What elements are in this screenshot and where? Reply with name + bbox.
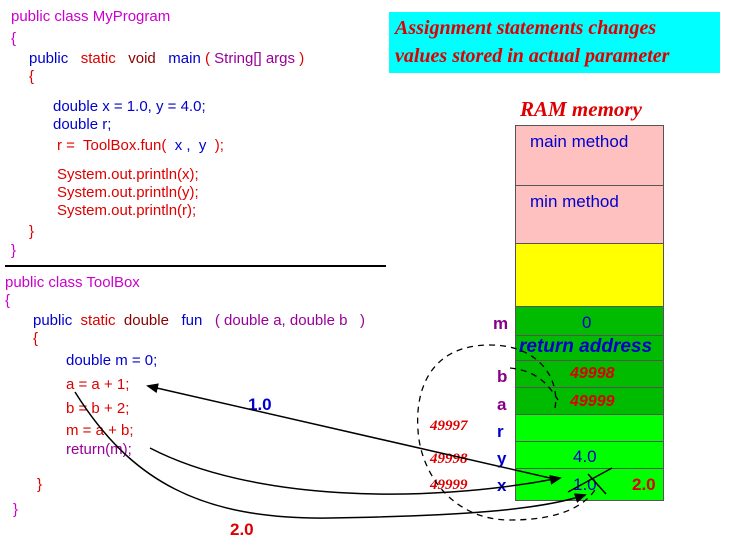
params-main: String[] args bbox=[214, 50, 296, 67]
brace: } bbox=[37, 476, 43, 493]
cell-value: 4.0 bbox=[573, 447, 597, 466]
read-arrow bbox=[146, 383, 551, 479]
ram-cell-m: 0 bbox=[515, 306, 664, 336]
ram-cell-main-method: main method bbox=[515, 125, 664, 186]
params-fun: ( double a, double b ) bbox=[214, 312, 365, 329]
keyword-double: double bbox=[123, 312, 169, 329]
ram-cell-return-address: return address bbox=[515, 335, 664, 361]
main-signature: public static void main ( String[] args … bbox=[29, 50, 304, 67]
var-label-m: m bbox=[493, 314, 509, 333]
brace: } bbox=[29, 223, 35, 240]
stmt-m: m = a + b; bbox=[66, 422, 134, 439]
class-decl-myprogram: public class MyProgram bbox=[11, 8, 171, 25]
note-banner: Assignment statements changes values sto… bbox=[389, 12, 720, 73]
arrow-label-read: 1.0 bbox=[248, 395, 272, 414]
strike-line bbox=[567, 467, 613, 493]
brace: { bbox=[11, 30, 17, 47]
print-x: System.out.println(x); bbox=[57, 166, 199, 183]
cell-value: 0 bbox=[582, 313, 592, 332]
stmt-b: b = b + 2; bbox=[66, 400, 130, 417]
write-arrow bbox=[149, 447, 562, 495]
brace: { bbox=[5, 292, 11, 309]
stmt-a: a = a + 1; bbox=[66, 376, 130, 393]
paren: ( bbox=[204, 50, 210, 67]
cell-value: 49999 bbox=[570, 393, 615, 410]
address-x: 49999 bbox=[430, 477, 468, 493]
var-label-b: b bbox=[497, 367, 508, 386]
brace: { bbox=[29, 68, 35, 85]
call-statement: r = ToolBox.fun( x , y ); bbox=[57, 137, 224, 154]
var-label-a: a bbox=[497, 395, 507, 414]
arrow-label-write: 2.0 bbox=[230, 520, 254, 539]
method-name-main: main bbox=[168, 50, 201, 67]
note-line-2: values stored in actual parameter bbox=[395, 45, 670, 67]
call-suffix: ); bbox=[214, 137, 224, 154]
note-line-1: Assignment statements changes bbox=[395, 17, 657, 39]
cell-value: 49998 bbox=[570, 365, 615, 382]
address-y: 49998 bbox=[430, 451, 468, 467]
strike-line bbox=[587, 473, 607, 495]
keyword-public: public bbox=[29, 50, 69, 67]
call-prefix: r = ToolBox.fun( bbox=[57, 137, 167, 154]
address-r: 49997 bbox=[430, 418, 468, 434]
decl-xy: double x = 1.0, y = 4.0; bbox=[53, 98, 206, 115]
decl-m: double m = 0; bbox=[66, 352, 158, 369]
cell-value: return address bbox=[519, 336, 653, 357]
brace: { bbox=[33, 330, 39, 347]
var-label-y: y bbox=[497, 449, 507, 468]
brace: } bbox=[11, 242, 17, 259]
dashed-link-curve bbox=[416, 344, 599, 521]
ram-title: RAM memory bbox=[520, 97, 642, 121]
brace: } bbox=[13, 501, 19, 518]
print-y: System.out.println(y); bbox=[57, 184, 199, 201]
cell-label: main method bbox=[530, 132, 629, 151]
keyword-static: static bbox=[80, 50, 116, 67]
write-arrow bbox=[74, 391, 587, 519]
keyword-public: public bbox=[33, 312, 73, 329]
decl-r: double r; bbox=[53, 116, 112, 133]
cell-new-value: 2.0 bbox=[632, 475, 656, 494]
print-r: System.out.println(r); bbox=[57, 202, 197, 219]
method-name-fun: fun bbox=[181, 312, 203, 329]
call-args: x , y bbox=[174, 137, 207, 154]
keyword-void: void bbox=[128, 50, 156, 67]
ram-cell-b: 49998 bbox=[515, 360, 664, 388]
dashed-link-curve bbox=[509, 367, 559, 401]
keyword-static: static bbox=[80, 312, 116, 329]
fun-signature: public static double fun ( double a, dou… bbox=[33, 312, 365, 329]
cell-label: min method bbox=[530, 192, 619, 211]
paren: ) bbox=[299, 50, 305, 67]
class-decl-toolbox: public class ToolBox bbox=[5, 274, 140, 291]
code-divider bbox=[5, 265, 386, 267]
var-label-x: x bbox=[497, 476, 507, 495]
var-label-r: r bbox=[497, 422, 504, 441]
